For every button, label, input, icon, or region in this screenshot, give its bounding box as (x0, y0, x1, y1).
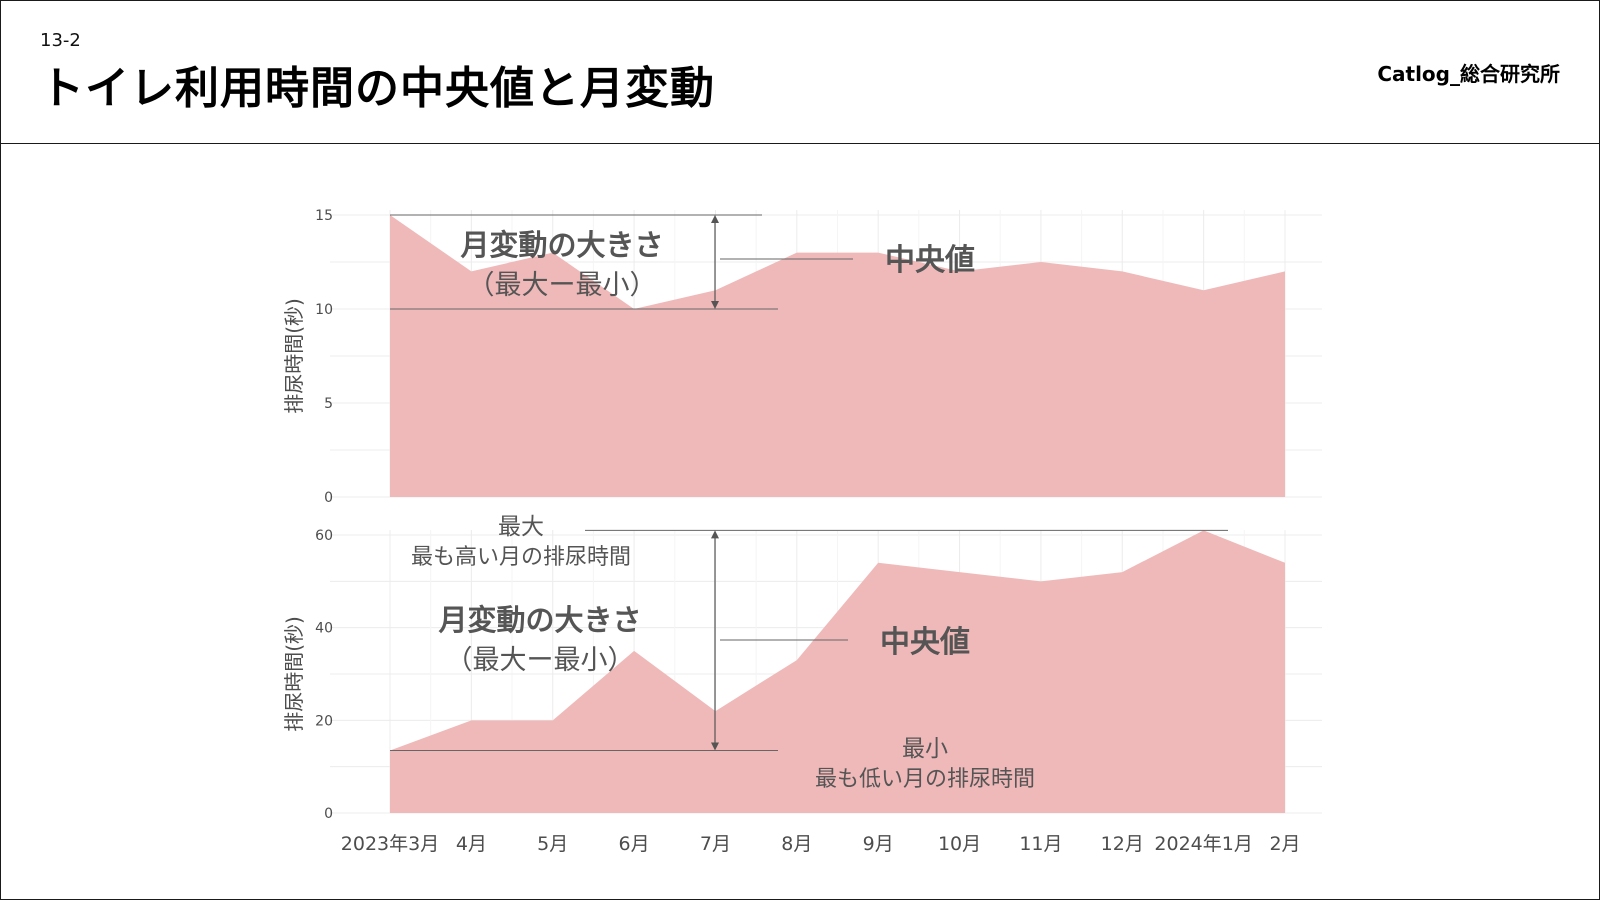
x-tick-label: 10月 (938, 833, 981, 855)
median-label: 中央値 (880, 625, 970, 660)
x-tick-label: 2月 (1269, 833, 1300, 855)
x-tick-label: 7月 (700, 833, 731, 855)
x-tick-label: 11月 (1019, 833, 1062, 855)
range-sublabel: （最大ー最小） (446, 645, 635, 676)
y-axis-label: 排尿時間(秒) (282, 298, 306, 414)
min-label: 最小 (902, 736, 948, 762)
y-tick-label: 5 (324, 396, 333, 412)
range-sublabel: （最大ー最小） (468, 270, 657, 301)
x-tick-label: 12月 (1101, 833, 1144, 855)
area-series (390, 530, 1285, 813)
range-arrow-head-top (711, 215, 719, 223)
y-tick-label: 20 (315, 713, 333, 729)
y-axis-label: 排尿時間(秒) (282, 616, 306, 732)
y-tick-label: 60 (315, 528, 333, 544)
y-tick-label: 40 (315, 621, 333, 637)
y-tick-label: 10 (315, 302, 333, 318)
max-label: 最大 (498, 514, 544, 540)
header: 13-2 トイレ利用時間の中央値と月変動 Catlog_総合研究所 (0, 0, 1600, 144)
x-tick-label: 4月 (456, 833, 487, 855)
range-arrow-head-bottom (711, 301, 719, 309)
x-tick-label: 6月 (619, 833, 650, 855)
range-label: 月変動の大きさ (437, 603, 641, 637)
range-arrow-head-bottom (711, 742, 719, 751)
min-sublabel: 最も低い月の排尿時間 (815, 767, 1035, 792)
y-tick-label: 0 (324, 490, 333, 506)
x-tick-label: 2024年1月 (1154, 833, 1252, 855)
slide-number: 13-2 (40, 30, 81, 51)
page-title: トイレ利用時間の中央値と月変動 (40, 63, 715, 114)
range-arrow-head-top (711, 530, 719, 539)
x-tick-label: 5月 (537, 833, 568, 855)
median-label: 中央値 (885, 243, 975, 278)
x-tick-label: 2023年3月 (341, 833, 439, 855)
brand-logo: Catlog_総合研究所 (1377, 62, 1560, 86)
range-label: 月変動の大きさ (459, 228, 663, 262)
x-tick-label: 8月 (781, 833, 812, 855)
y-tick-label: 0 (324, 806, 333, 822)
x-tick-label: 9月 (863, 833, 894, 855)
y-tick-label: 15 (315, 208, 333, 224)
area-series (390, 215, 1285, 497)
max-sublabel: 最も高い月の排尿時間 (411, 545, 631, 570)
